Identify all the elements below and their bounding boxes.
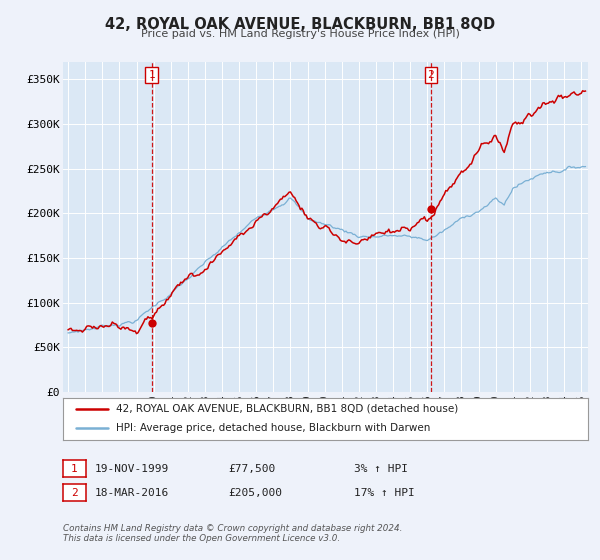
Text: 2: 2 <box>427 70 434 80</box>
Text: 18-MAR-2016: 18-MAR-2016 <box>95 488 169 498</box>
Text: 19-NOV-1999: 19-NOV-1999 <box>95 464 169 474</box>
Text: This data is licensed under the Open Government Licence v3.0.: This data is licensed under the Open Gov… <box>63 534 340 543</box>
Text: 1: 1 <box>71 464 78 474</box>
Text: 42, ROYAL OAK AVENUE, BLACKBURN, BB1 8QD (detached house): 42, ROYAL OAK AVENUE, BLACKBURN, BB1 8QD… <box>115 404 458 414</box>
Text: 2: 2 <box>71 488 78 498</box>
Text: 17% ↑ HPI: 17% ↑ HPI <box>354 488 415 498</box>
Text: £205,000: £205,000 <box>228 488 282 498</box>
Text: 1: 1 <box>148 70 155 80</box>
Text: 42, ROYAL OAK AVENUE, BLACKBURN, BB1 8QD: 42, ROYAL OAK AVENUE, BLACKBURN, BB1 8QD <box>105 17 495 32</box>
Text: HPI: Average price, detached house, Blackburn with Darwen: HPI: Average price, detached house, Blac… <box>115 423 430 433</box>
Text: Contains HM Land Registry data © Crown copyright and database right 2024.: Contains HM Land Registry data © Crown c… <box>63 524 403 533</box>
Text: £77,500: £77,500 <box>228 464 275 474</box>
Text: 3% ↑ HPI: 3% ↑ HPI <box>354 464 408 474</box>
Text: Price paid vs. HM Land Registry's House Price Index (HPI): Price paid vs. HM Land Registry's House … <box>140 29 460 39</box>
